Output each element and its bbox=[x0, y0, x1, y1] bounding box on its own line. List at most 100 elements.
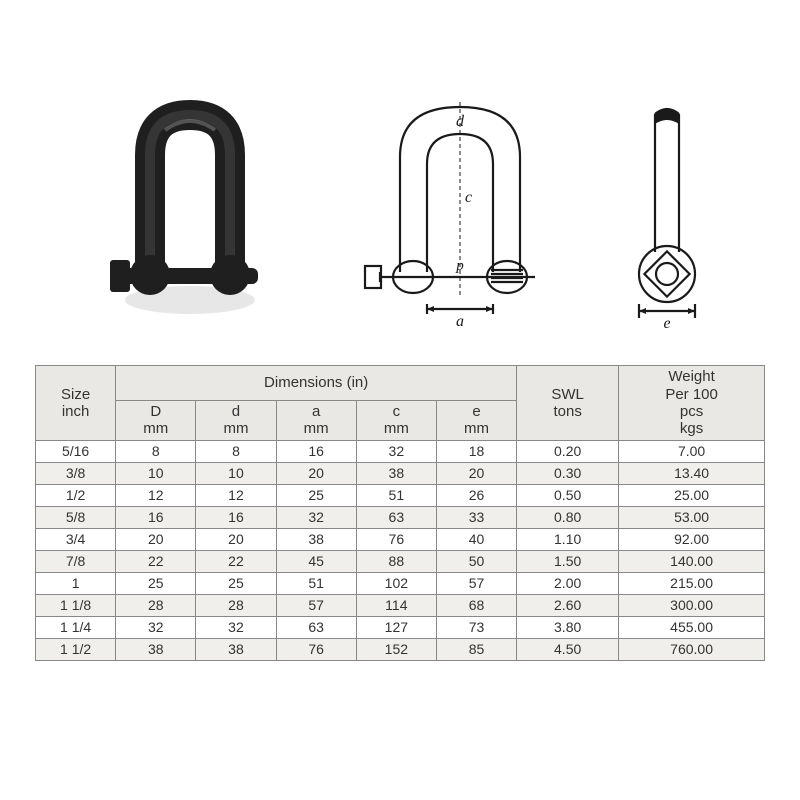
cell-c: 127 bbox=[356, 616, 436, 638]
cell-swl: 4.50 bbox=[517, 638, 619, 660]
cell-swl: 2.60 bbox=[517, 594, 619, 616]
cell-a: 45 bbox=[276, 550, 356, 572]
cell-weight: 92.00 bbox=[619, 528, 765, 550]
cell-c: 102 bbox=[356, 572, 436, 594]
cell-d: 12 bbox=[196, 484, 276, 506]
th-swl: SWL tons bbox=[517, 366, 619, 441]
spec-table-head: Size inch Dimensions (in) SWL tons Weigh… bbox=[36, 366, 765, 441]
cell-weight: 7.00 bbox=[619, 440, 765, 462]
cell-size: 5/8 bbox=[36, 506, 116, 528]
cell-D: 12 bbox=[116, 484, 196, 506]
cell-c: 114 bbox=[356, 594, 436, 616]
cell-e: 40 bbox=[436, 528, 516, 550]
cell-size: 7/8 bbox=[36, 550, 116, 572]
cell-swl: 0.20 bbox=[517, 440, 619, 462]
cell-c: 38 bbox=[356, 462, 436, 484]
dim-label-e: e bbox=[663, 315, 670, 330]
cell-a: 57 bbox=[276, 594, 356, 616]
table-row: 1/212122551260.5025.00 bbox=[36, 484, 765, 506]
cell-a: 16 bbox=[276, 440, 356, 462]
cell-swl: 1.50 bbox=[517, 550, 619, 572]
cell-c: 88 bbox=[356, 550, 436, 572]
th-D-l2: mm bbox=[120, 420, 191, 437]
th-a-l1: a bbox=[281, 403, 352, 420]
cell-e: 50 bbox=[436, 550, 516, 572]
th-D: D mm bbox=[116, 401, 196, 441]
shackle-photo bbox=[110, 115, 258, 314]
cell-D: 20 bbox=[116, 528, 196, 550]
cell-a: 38 bbox=[276, 528, 356, 550]
cell-weight: 215.00 bbox=[619, 572, 765, 594]
th-size-l1: Size bbox=[40, 386, 111, 403]
cell-D: 10 bbox=[116, 462, 196, 484]
th-c-l2: mm bbox=[361, 420, 432, 437]
table-row: 5/16881632180.207.00 bbox=[36, 440, 765, 462]
cell-e: 18 bbox=[436, 440, 516, 462]
th-wt-l2: Per 100 bbox=[623, 386, 760, 403]
shackle-diagrams-svg: d c p a bbox=[35, 90, 765, 330]
table-row: 1252551102572.00215.00 bbox=[36, 572, 765, 594]
th-d: d mm bbox=[196, 401, 276, 441]
cell-c: 32 bbox=[356, 440, 436, 462]
dim-label-d: d bbox=[456, 113, 465, 130]
cell-e: 73 bbox=[436, 616, 516, 638]
cell-d: 22 bbox=[196, 550, 276, 572]
cell-e: 33 bbox=[436, 506, 516, 528]
th-e-l2: mm bbox=[441, 420, 512, 437]
diagram-area: d c p a bbox=[35, 90, 765, 330]
th-d-l2: mm bbox=[200, 420, 271, 437]
cell-swl: 0.30 bbox=[517, 462, 619, 484]
th-D-l1: D bbox=[120, 403, 191, 420]
cell-weight: 25.00 bbox=[619, 484, 765, 506]
page-root: d c p a bbox=[0, 0, 800, 800]
th-e-l1: e bbox=[441, 403, 512, 420]
cell-weight: 53.00 bbox=[619, 506, 765, 528]
table-row: 3/810102038200.3013.40 bbox=[36, 462, 765, 484]
table-row: 3/420203876401.1092.00 bbox=[36, 528, 765, 550]
cell-a: 32 bbox=[276, 506, 356, 528]
cell-e: 68 bbox=[436, 594, 516, 616]
th-swl-l2: tons bbox=[521, 403, 614, 420]
cell-weight: 760.00 bbox=[619, 638, 765, 660]
cell-c: 63 bbox=[356, 506, 436, 528]
table-row: 5/816163263330.8053.00 bbox=[36, 506, 765, 528]
cell-d: 28 bbox=[196, 594, 276, 616]
cell-size: 1 1/2 bbox=[36, 638, 116, 660]
cell-D: 28 bbox=[116, 594, 196, 616]
shackle-line-front: d c p a bbox=[365, 102, 535, 330]
cell-e: 85 bbox=[436, 638, 516, 660]
cell-D: 16 bbox=[116, 506, 196, 528]
cell-swl: 1.10 bbox=[517, 528, 619, 550]
th-size: Size inch bbox=[36, 366, 116, 441]
cell-c: 76 bbox=[356, 528, 436, 550]
th-wt-l4: kgs bbox=[623, 420, 760, 437]
cell-size: 1/2 bbox=[36, 484, 116, 506]
shackle-line-side: e bbox=[639, 109, 695, 330]
cell-D: 38 bbox=[116, 638, 196, 660]
cell-weight: 140.00 bbox=[619, 550, 765, 572]
th-weight: Weight Per 100 pcs kgs bbox=[619, 366, 765, 441]
cell-c: 152 bbox=[356, 638, 436, 660]
cell-d: 38 bbox=[196, 638, 276, 660]
cell-d: 16 bbox=[196, 506, 276, 528]
cell-weight: 13.40 bbox=[619, 462, 765, 484]
th-c-l1: c bbox=[361, 403, 432, 420]
cell-c: 51 bbox=[356, 484, 436, 506]
cell-size: 3/8 bbox=[36, 462, 116, 484]
cell-swl: 2.00 bbox=[517, 572, 619, 594]
cell-D: 25 bbox=[116, 572, 196, 594]
dim-label-c: c bbox=[465, 189, 472, 206]
spec-table: Size inch Dimensions (in) SWL tons Weigh… bbox=[35, 365, 765, 661]
th-a: a mm bbox=[276, 401, 356, 441]
cell-swl: 0.80 bbox=[517, 506, 619, 528]
cell-weight: 300.00 bbox=[619, 594, 765, 616]
th-size-l2: inch bbox=[40, 403, 111, 420]
spec-table-body: 5/16881632180.207.003/810102038200.3013.… bbox=[36, 440, 765, 660]
cell-a: 76 bbox=[276, 638, 356, 660]
cell-a: 51 bbox=[276, 572, 356, 594]
th-swl-l1: SWL bbox=[521, 386, 614, 403]
cell-D: 22 bbox=[116, 550, 196, 572]
cell-e: 57 bbox=[436, 572, 516, 594]
table-row: 7/822224588501.50140.00 bbox=[36, 550, 765, 572]
cell-d: 32 bbox=[196, 616, 276, 638]
